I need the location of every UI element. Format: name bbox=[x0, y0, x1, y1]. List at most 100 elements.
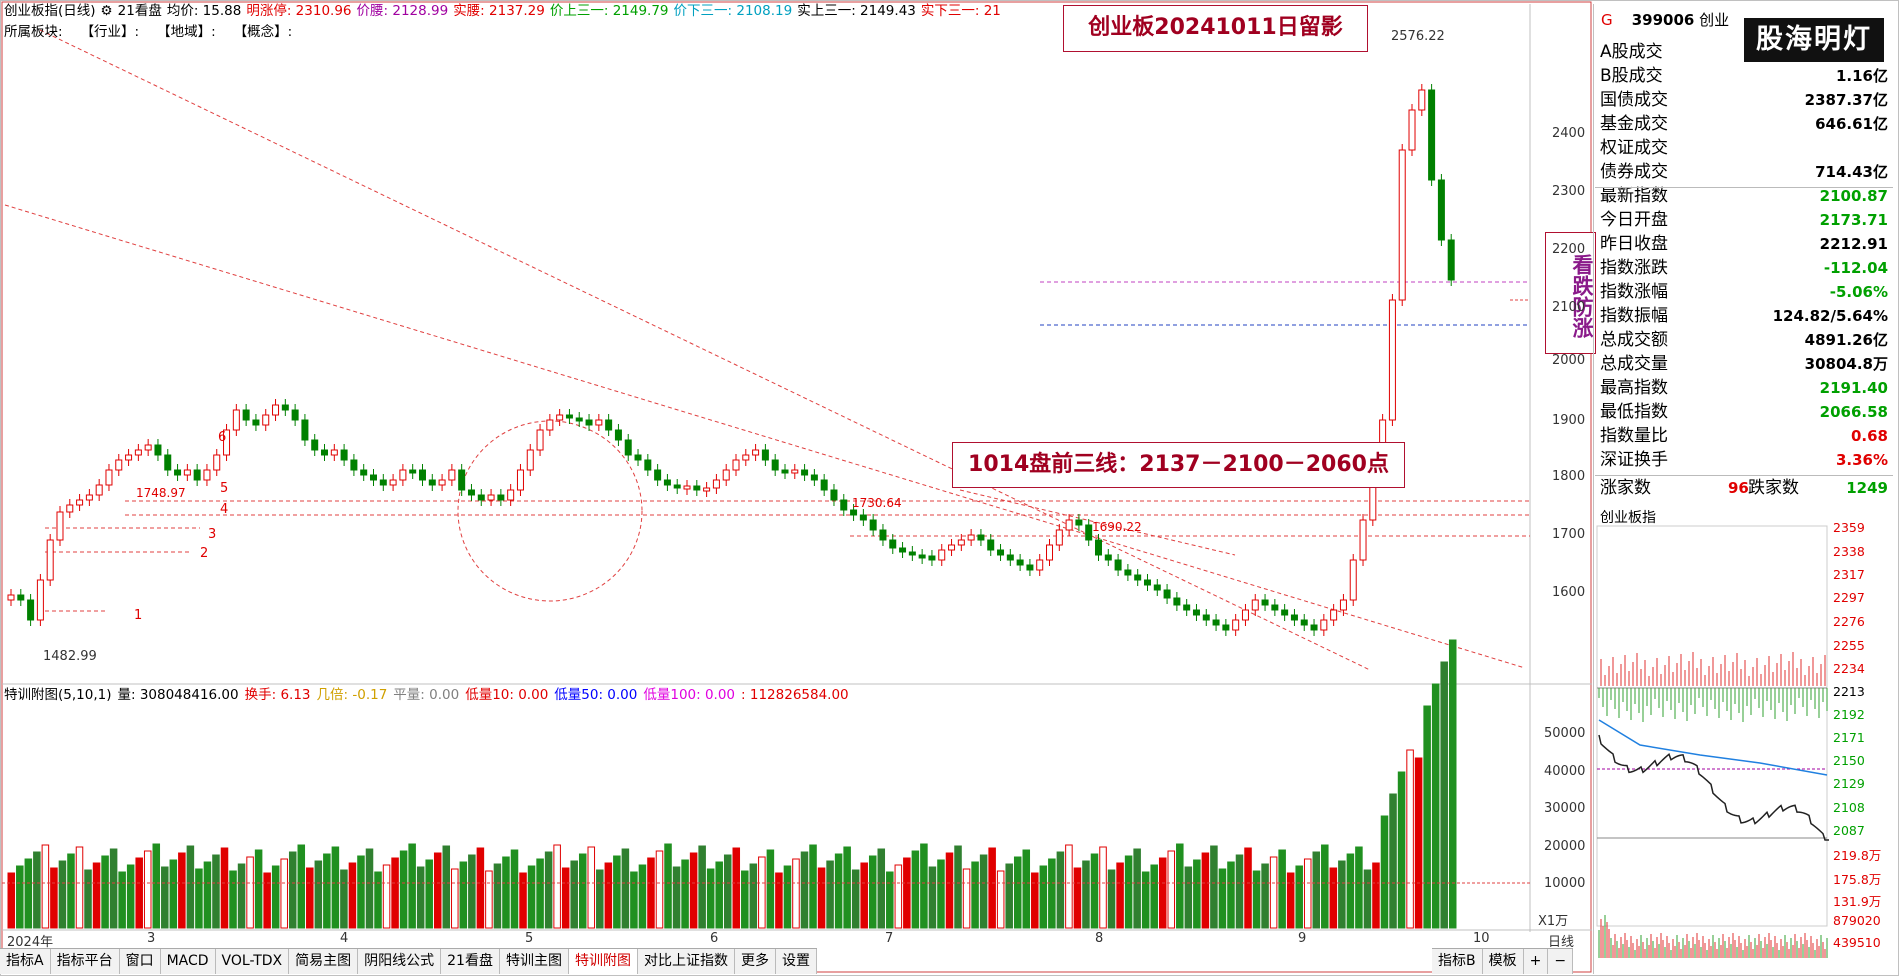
volume-bar bbox=[1073, 867, 1082, 929]
volume-bar bbox=[143, 850, 152, 929]
tab-window[interactable]: 窗口 bbox=[120, 949, 161, 974]
volume-bar bbox=[357, 855, 365, 929]
volume-bar bbox=[681, 859, 689, 929]
tab-settings[interactable]: 设置 bbox=[776, 949, 817, 974]
quote-value: -5.06% bbox=[1829, 283, 1888, 301]
up-label: 涨家数 bbox=[1600, 478, 1651, 498]
candle bbox=[458, 469, 466, 491]
quote-key: 指数振幅 bbox=[1600, 306, 1668, 326]
candle bbox=[703, 487, 711, 492]
candle bbox=[232, 409, 240, 431]
candle bbox=[693, 485, 701, 491]
candle bbox=[1192, 609, 1200, 616]
tab-indicator-a[interactable]: 指标A bbox=[0, 949, 51, 974]
quote-row: 国债成交 2387.37亿 bbox=[1600, 88, 1888, 112]
volume-bar bbox=[1176, 843, 1184, 929]
candle bbox=[340, 449, 348, 461]
volume-item: : 112826584.00 bbox=[741, 687, 849, 703]
title-annotation: 创业板20241011日留影 bbox=[1063, 5, 1368, 52]
volume-bar bbox=[979, 854, 988, 929]
candle bbox=[771, 459, 779, 471]
volume-bar bbox=[306, 867, 314, 929]
add-button[interactable]: + bbox=[1524, 949, 1549, 974]
mini-axis-tick: 2171 bbox=[1833, 730, 1865, 745]
volume-bar bbox=[75, 846, 84, 929]
candle bbox=[546, 419, 554, 431]
header-item: 均价: 15.88 bbox=[166, 3, 242, 19]
volume-bar bbox=[485, 870, 493, 929]
header-item: 价腰: 2128.99 bbox=[356, 3, 449, 19]
candle bbox=[7, 594, 15, 601]
intraday-price-line bbox=[1598, 734, 1829, 841]
region-link[interactable]: 【地域】: bbox=[157, 24, 216, 40]
candle bbox=[105, 469, 113, 486]
volume-tick: 50000 bbox=[1544, 726, 1586, 741]
candle bbox=[1310, 624, 1318, 631]
candle bbox=[1212, 619, 1220, 626]
quote-key: 最新指数 bbox=[1600, 186, 1668, 206]
chart-title[interactable]: 创业板指(日线) bbox=[4, 3, 96, 19]
tab-template[interactable]: 模板 bbox=[1483, 949, 1524, 974]
tab-indicator-platform[interactable]: 指标平台 bbox=[51, 949, 120, 974]
candle bbox=[1222, 624, 1230, 631]
volume-bar bbox=[374, 871, 382, 929]
gear-icon[interactable]: ⚙ bbox=[100, 3, 113, 19]
time-tick: 4 bbox=[340, 931, 349, 946]
candle bbox=[242, 409, 250, 421]
volume-item: 量: 308048416.00 bbox=[117, 687, 239, 703]
quote-key: 昨日收盘 bbox=[1600, 234, 1668, 254]
volume-bar bbox=[1022, 849, 1031, 929]
volume-title[interactable]: 特训附图(5,10,1) bbox=[4, 687, 112, 703]
tab-macd[interactable]: MACD bbox=[161, 949, 216, 974]
candle bbox=[389, 479, 397, 486]
candle bbox=[1437, 179, 1445, 241]
volume-bar bbox=[851, 869, 860, 929]
quote-row: 最新指数 2100.87 bbox=[1600, 184, 1888, 208]
candle bbox=[673, 484, 681, 489]
tab-compare-shanghai[interactable]: 对比上证指数 bbox=[638, 949, 735, 974]
volume-bar bbox=[1005, 863, 1013, 929]
candle bbox=[1046, 544, 1054, 561]
volume-bar bbox=[638, 864, 647, 929]
volume-bar bbox=[1227, 861, 1235, 929]
header-item: 21看盘 bbox=[117, 3, 162, 19]
tab-more[interactable]: 更多 bbox=[735, 949, 776, 974]
quote-row: 基金成交 646.61亿 bbox=[1600, 112, 1888, 136]
g-icon[interactable]: G bbox=[1601, 11, 1613, 29]
period-label[interactable]: 日线 bbox=[1548, 935, 1575, 950]
tab-special-sub[interactable]: 特训附图 bbox=[568, 949, 638, 974]
volume-bar bbox=[1397, 771, 1406, 929]
tab-yinyang-formula[interactable]: 阴阳线公式 bbox=[358, 949, 442, 974]
tab-simple-main[interactable]: 简易主图 bbox=[289, 949, 359, 974]
mini-axis-tick: 2234 bbox=[1833, 661, 1865, 676]
candle bbox=[1134, 574, 1142, 581]
tab-21-watch[interactable]: 21看盘 bbox=[441, 949, 500, 974]
candle bbox=[115, 459, 123, 471]
candle bbox=[428, 479, 436, 486]
volume-bar bbox=[1448, 639, 1457, 929]
level-number: 1 bbox=[134, 608, 143, 623]
tab-vol-tdx[interactable]: VOL-TDX bbox=[216, 949, 290, 974]
quote-row: 昨日收盘 2212.91 bbox=[1600, 232, 1888, 256]
industry-link[interactable]: 【行业】: bbox=[80, 24, 140, 40]
tab-special-main[interactable]: 特训主图 bbox=[500, 949, 569, 974]
volume-bar bbox=[101, 855, 109, 929]
concept-link[interactable]: 【概念】: bbox=[233, 24, 293, 40]
candle bbox=[477, 494, 485, 501]
right-tabs: 指标B 模板 + − bbox=[1432, 948, 1574, 974]
candle bbox=[1016, 559, 1024, 566]
tab-indicator-b[interactable]: 指标B bbox=[1432, 949, 1483, 974]
volume-bar bbox=[161, 866, 169, 929]
volume-bar bbox=[1372, 862, 1380, 929]
volume-bar bbox=[1141, 871, 1150, 929]
mini-axis-tick: 175.8万 bbox=[1833, 872, 1882, 887]
remove-button[interactable]: − bbox=[1548, 949, 1574, 974]
candle bbox=[1232, 619, 1240, 631]
volume-header: 特训附图(5,10,1) 量: 308048416.00 换手: 6.13 几倍: -… bbox=[4, 686, 855, 704]
volume-bar bbox=[1099, 846, 1107, 929]
candle bbox=[1290, 614, 1298, 621]
volume-bar bbox=[7, 872, 16, 929]
volume-bar bbox=[587, 846, 596, 929]
volume-bar bbox=[732, 847, 741, 929]
